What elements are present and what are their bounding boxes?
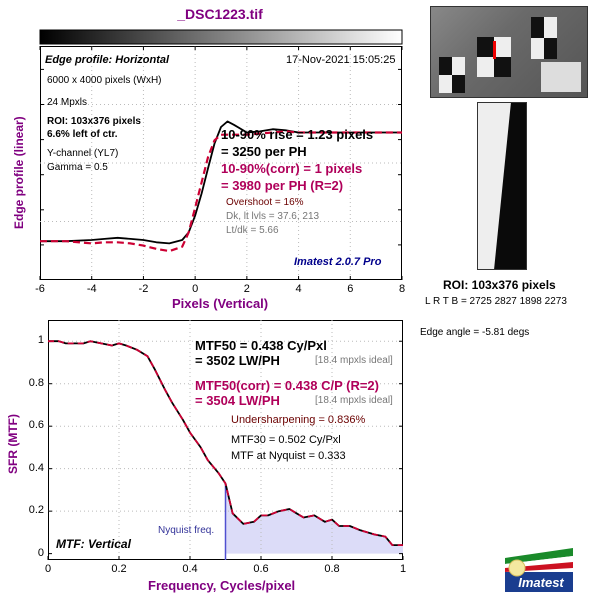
mtf-chart [47,320,404,560]
x-tick-label: 1 [399,563,407,575]
version-text: Imatest 2.0.7 Pro [294,256,382,268]
x-tick-label: 0.4 [182,563,198,575]
edge-profile-ylabel: Edge profile (linear) [12,116,26,229]
roi-size-label: ROI: 103x376 pixels [443,278,556,292]
megapixels-info: 24 Mpxls [47,97,88,108]
edge-profile-corrected-curve [40,130,402,253]
x-tick-label: 0 [44,563,52,575]
image-thumbnail [430,6,588,98]
edge-profile-xlabel: Pixels (Vertical) [172,296,269,311]
rise-text: 10-90% rise = 1.23 pixels [221,127,374,142]
mtf50-lwph-text: = 3502 LW/PH [195,353,280,368]
mtf50-text: MTF50 = 0.438 Cy/Pxl [195,338,327,353]
x-tick-label: 0.2 [111,563,127,575]
y-tick-label: 0 [37,546,44,559]
roi-info: ROI: 103x376 pixels [47,116,141,127]
channel-info: Y-channel (YL7) [47,148,119,159]
y-tick-label: 0.4 [28,461,44,474]
x-tick-label: -6 [35,283,45,295]
image-title: _DSC1223.tif [177,6,263,22]
mtf-nyquist-text: MTF at Nyquist = 0.333 [231,450,346,462]
edge-profile-curve [40,120,402,245]
roi-coords-label: L R T B = 2725 2827 1898 2273 [425,296,567,307]
roi-position-info: 6.6% left of ctr. [47,129,118,140]
mtf50-ideal-text: [18.4 mpxls ideal] [315,355,393,366]
mtf50-corr-text: MTF50(corr) = 0.438 C/P (R=2) [195,378,379,393]
logo-text: Imatest [518,575,564,590]
mtf50-corr-lwph-text: = 3504 LW/PH [195,393,280,408]
y-tick-label: 1 [37,334,44,347]
mtf-corrected-curve [48,340,403,547]
dark-light-levels-text: Dk, lt lvls = 37.6, 213 [226,211,320,222]
roi-crop [477,102,527,270]
x-tick-label: 0 [192,283,199,295]
beyond-nyquist-area [225,483,403,554]
rise-ph-text: = 3250 per PH [221,144,307,159]
x-tick-label: 4 [295,283,302,295]
mtf30-text: MTF30 = 0.502 Cy/Pxl [231,434,341,446]
edge-angle-label: Edge angle = -5.81 degs [420,327,530,338]
x-tick-label: 6 [347,283,354,295]
x-tick-label: 2 [243,283,250,295]
x-tick-label: 8 [398,283,406,295]
rise-corr-ph-text: = 3980 per PH (R=2) [221,178,344,193]
mtf50-corr-ideal-text: [18.4 mpxls ideal] [315,395,393,406]
edge-profile-chart [39,46,403,280]
undersharpening-text: Undersharpening = 0.836% [231,414,366,426]
nyquist-label: Nyquist freq. [158,525,215,536]
x-tick-label: 0.6 [253,563,269,575]
edge-profile-date: 17-Nov-2021 15:05:25 [286,54,396,66]
edge-profile-header: Edge profile: Horizontal [45,54,170,66]
y-tick-label: 0.6 [28,419,44,432]
y-tick-label: 0.8 [28,376,44,389]
light-dark-ratio-text: Lt/dk = 5.66 [226,225,279,236]
mtf-footer: MTF: Vertical [56,537,131,551]
x-tick-label: -2 [138,283,149,295]
rise-corr-text: 10-90%(corr) = 1 pixels [221,161,363,176]
overshoot-text: Overshoot = 16% [226,197,304,208]
x-tick-label: 0.8 [324,563,340,575]
gamma-info: Gamma = 0.5 [47,162,108,173]
y-tick-label: 0.2 [28,504,44,517]
gray-gradient-strip [39,29,403,45]
mtf-xlabel: Frequency, Cycles/pixel [148,578,296,593]
x-tick-label: -4 [86,283,97,295]
image-size-info: 6000 x 4000 pixels (WxH) [47,75,162,86]
imatest-logo: Imatest [505,548,573,592]
